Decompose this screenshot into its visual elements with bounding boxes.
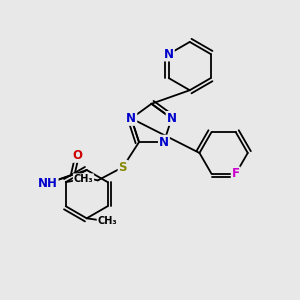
- Text: S: S: [118, 161, 127, 174]
- Text: NH: NH: [38, 177, 58, 190]
- Text: N: N: [159, 136, 169, 148]
- Text: N: N: [164, 47, 174, 61]
- Text: F: F: [232, 167, 240, 180]
- Text: CH₃: CH₃: [74, 174, 93, 184]
- Text: N: N: [126, 112, 136, 125]
- Text: CH₃: CH₃: [98, 216, 117, 226]
- Text: N: N: [167, 112, 177, 125]
- Text: O: O: [72, 149, 82, 162]
